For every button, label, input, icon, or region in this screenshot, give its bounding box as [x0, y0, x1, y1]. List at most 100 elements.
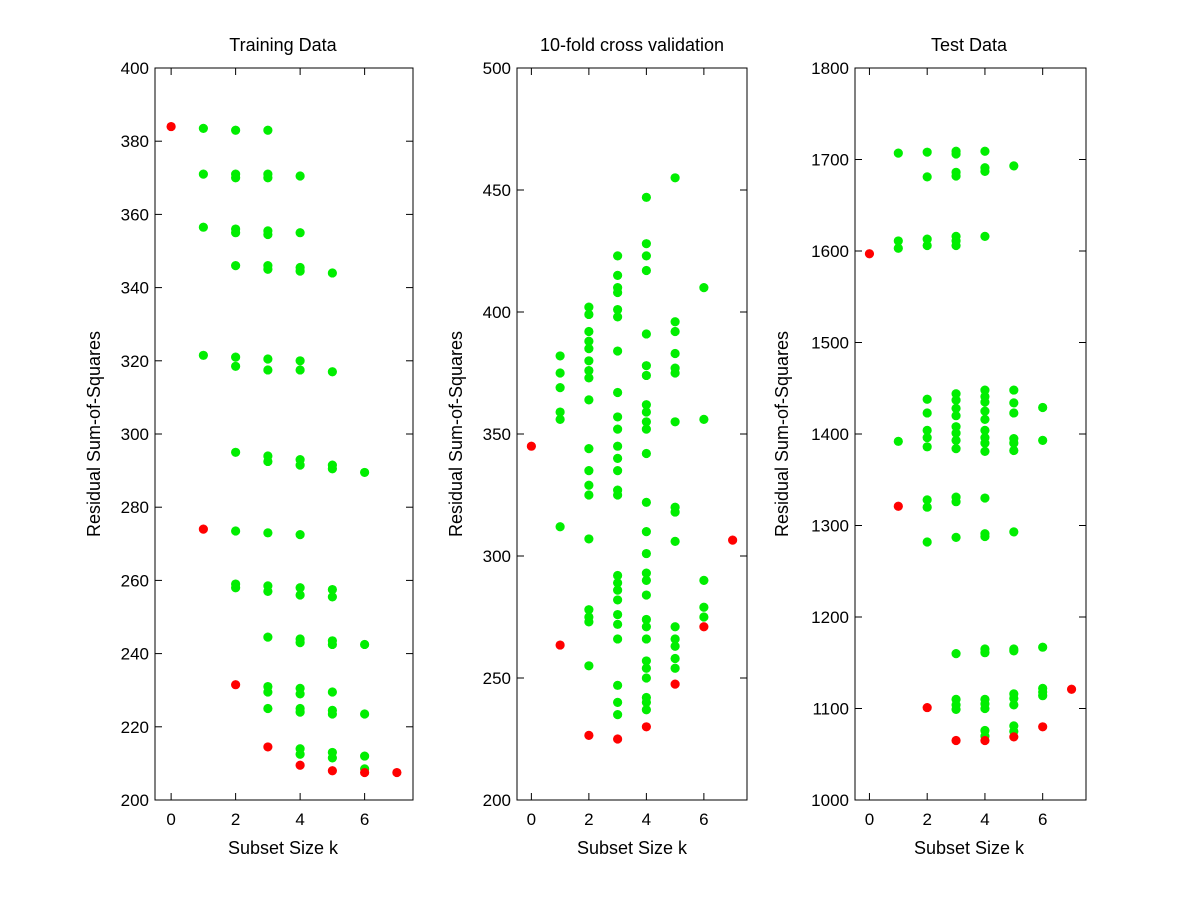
- subset-point: [980, 703, 990, 714]
- subset-point: [584, 444, 594, 454]
- subset-point: [584, 356, 594, 366]
- subset-point: [263, 354, 273, 364]
- y-tick-label: 220: [121, 718, 149, 737]
- best-subset-point: [555, 640, 565, 650]
- x-tick-label: 6: [360, 810, 369, 829]
- x-tick-label: 4: [642, 810, 651, 829]
- subset-point: [555, 351, 565, 361]
- y-tick-label: 1200: [811, 608, 849, 627]
- y-tick-label: 380: [121, 132, 149, 151]
- best-subset-point: [166, 121, 176, 132]
- subset-point: [951, 704, 961, 715]
- subset-point: [327, 592, 337, 602]
- subset-point: [980, 414, 990, 424]
- subset-point: [613, 709, 623, 720]
- y-axis-label: Residual Sum-of-Squares: [84, 331, 104, 537]
- subset-point: [613, 609, 623, 620]
- subset-point: [699, 414, 709, 424]
- subset-point: [641, 448, 651, 459]
- subset-point: [360, 751, 370, 761]
- subset-point: [980, 406, 990, 416]
- subset-point: [980, 166, 990, 176]
- subset-point: [980, 446, 990, 456]
- subset-point: [893, 436, 903, 446]
- subset-point: [922, 433, 932, 443]
- subset-point: [922, 537, 932, 547]
- panel-title: 10-fold cross validation: [540, 35, 724, 55]
- subset-point: [327, 268, 337, 278]
- subset-point: [584, 480, 594, 490]
- subset-point: [641, 622, 651, 632]
- subset-point: [231, 125, 241, 135]
- subset-point: [295, 356, 305, 366]
- subset-point: [641, 705, 651, 715]
- subset-point: [295, 749, 305, 759]
- subset-point: [641, 663, 651, 673]
- x-tick-label: 6: [699, 810, 708, 829]
- best-subset-point: [699, 622, 709, 632]
- subset-point: [198, 222, 208, 232]
- x-tick-label: 4: [295, 810, 304, 829]
- best-subset-point: [613, 734, 623, 744]
- x-axis-label: Subset Size k: [914, 838, 1025, 858]
- subset-point: [951, 435, 961, 446]
- subset-point: [231, 261, 241, 271]
- y-tick-label: 340: [121, 279, 149, 298]
- subset-point: [327, 639, 337, 650]
- subset-point: [980, 397, 990, 407]
- subset-point: [555, 383, 565, 393]
- subset-point: [670, 173, 680, 183]
- x-tick-label: 2: [231, 810, 240, 829]
- subset-point: [670, 507, 680, 517]
- subset-point: [613, 585, 623, 595]
- best-subset-point: [980, 735, 990, 746]
- axes-frame: [854, 67, 1087, 801]
- y-tick-label: 1500: [811, 334, 849, 353]
- best-subset-point: [670, 679, 680, 689]
- subset-point: [327, 687, 337, 697]
- y-tick-label: 280: [121, 498, 149, 517]
- y-axis-label: Residual Sum-of-Squares: [772, 331, 792, 537]
- subset-point: [670, 653, 680, 664]
- panel-title: Training Data: [229, 35, 337, 55]
- subset-point: [584, 490, 594, 500]
- subset-point: [198, 123, 208, 133]
- subset-point: [699, 602, 709, 612]
- x-tick-label: 0: [166, 810, 175, 829]
- subset-point: [641, 590, 651, 600]
- tick-layer: 0 2 4 6 200 250 300 350 400 450 500: [483, 59, 747, 829]
- subset-point: [584, 617, 594, 627]
- subset-point: [263, 365, 273, 375]
- best-subset-point: [231, 680, 241, 690]
- subset-point: [951, 497, 961, 507]
- best-subset-point: [360, 767, 370, 778]
- subset-point: [613, 634, 623, 644]
- subset-point: [584, 661, 594, 671]
- subset-point: [670, 641, 680, 651]
- axes-frame: [516, 67, 748, 801]
- y-tick-label: 250: [483, 669, 511, 688]
- y-tick-label: 400: [121, 59, 149, 78]
- panel-title: Test Data: [931, 35, 1008, 55]
- subset-point: [327, 709, 337, 719]
- subset-point: [951, 648, 961, 659]
- subset-point: [670, 536, 680, 546]
- subset-point: [641, 634, 651, 644]
- points-layer: [526, 173, 738, 744]
- subset-point: [699, 575, 709, 586]
- subset-point: [613, 251, 623, 261]
- subset-point: [263, 173, 273, 183]
- subset-point: [295, 171, 305, 181]
- y-tick-label: 1800: [811, 59, 849, 78]
- subset-point: [641, 424, 651, 434]
- y-tick-label: 1600: [811, 242, 849, 261]
- subset-point: [295, 228, 305, 238]
- y-tick-label: 260: [121, 571, 149, 590]
- points-layer: [864, 146, 1077, 746]
- subset-point: [1009, 161, 1019, 171]
- subset-point: [641, 329, 651, 339]
- subset-point: [670, 622, 680, 632]
- best-subset-point: [198, 524, 208, 534]
- subset-point: [613, 680, 623, 690]
- x-tick-label: 0: [865, 810, 874, 829]
